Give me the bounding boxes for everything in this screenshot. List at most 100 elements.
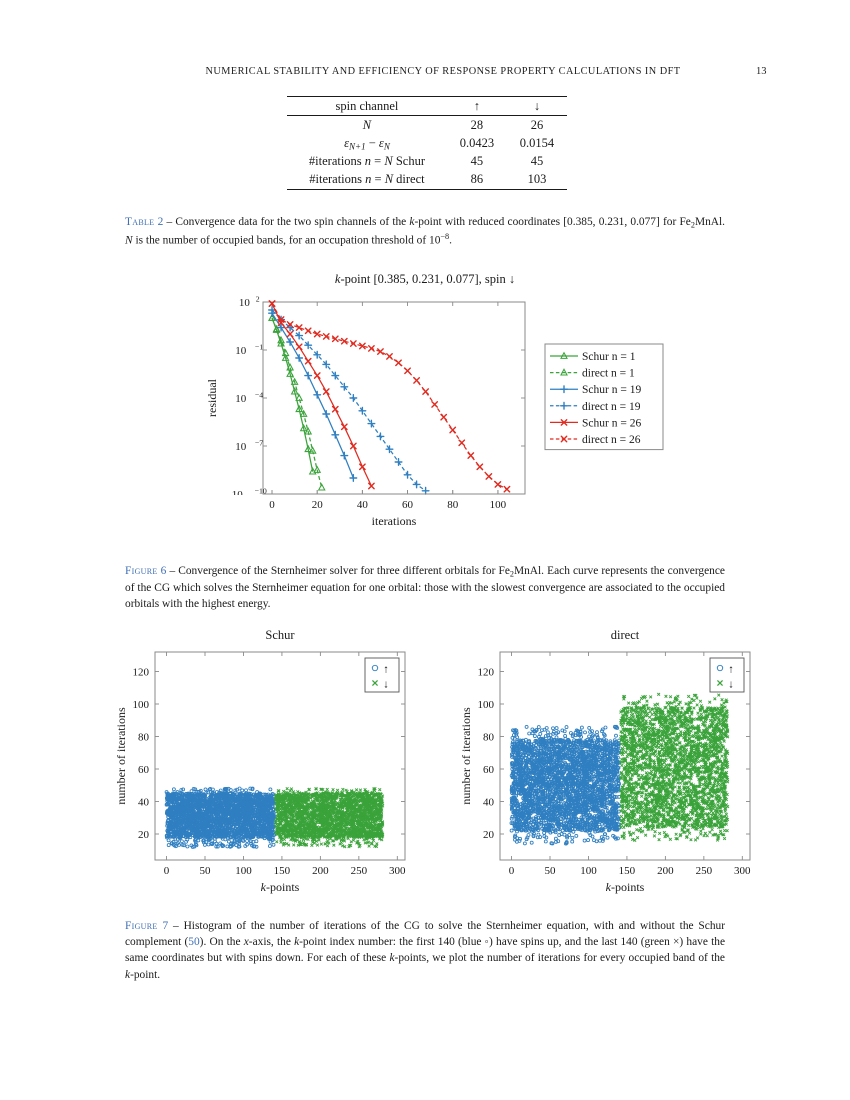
- data-point: [245, 842, 249, 847]
- data-point: [357, 841, 361, 846]
- marker-triangle: [286, 369, 295, 377]
- figure-7: Schur 0 50 100 150 200 250 300 20 40 60 80 100 120 k-p…: [100, 620, 760, 905]
- data-point: [208, 833, 213, 838]
- caption-number-value: 6: [160, 565, 167, 577]
- caption-text-5: .: [449, 234, 452, 247]
- marker-triangle: [299, 423, 308, 432]
- data-point: [379, 802, 383, 806]
- caption-superscript: −8: [440, 231, 450, 241]
- data-point: [262, 804, 267, 809]
- data-point: [237, 841, 242, 846]
- data-point: [263, 830, 268, 835]
- data-point: [208, 804, 213, 809]
- data-point: [172, 804, 177, 809]
- data-point: [361, 816, 365, 821]
- data-point: [251, 829, 256, 833]
- marker-triangle: [560, 368, 568, 376]
- data-point: [185, 844, 190, 849]
- running-head: NUMERICAL STABILITY AND EFFICIENCY OF RE…: [125, 66, 766, 77]
- data-point: [247, 833, 252, 838]
- marker-cross: [340, 423, 348, 431]
- data-point: [204, 801, 209, 806]
- data-point: [196, 835, 201, 840]
- row-direct-down: 103: [506, 170, 567, 190]
- legend-label: direct n = 1: [582, 368, 635, 380]
- data-point: [206, 809, 211, 814]
- data-point: [335, 790, 339, 795]
- data-point: [300, 809, 304, 814]
- marker-triangle: [308, 446, 317, 454]
- data-point: [227, 794, 232, 798]
- legend-label: direct n = 26: [582, 434, 641, 446]
- data-point: [199, 804, 204, 809]
- data-point: [282, 837, 287, 842]
- data-point: [343, 826, 348, 830]
- data-point: [255, 809, 260, 814]
- marker-plus: [358, 406, 367, 415]
- marker-plus: [268, 306, 277, 314]
- data-point: [257, 801, 262, 806]
- data-point: [204, 819, 209, 824]
- data-point: [226, 798, 231, 803]
- data-point: [245, 839, 250, 843]
- data-point: [367, 805, 371, 809]
- table-2: spin channel ↑ ↓ N 28 26 εN+1 − εN 0.042…: [287, 96, 567, 190]
- data-point: [350, 789, 354, 794]
- data-point: [358, 788, 363, 792]
- table-row: εN+1 − εN 0.0423 0.0154: [287, 134, 567, 153]
- caption-text-4: is the number of occupied bands, for an …: [132, 234, 441, 247]
- data-point: [310, 840, 315, 844]
- row-label-energy-gap: εN+1 − εN: [344, 135, 390, 152]
- data-point: [379, 827, 383, 831]
- data-point: [217, 824, 222, 829]
- row-label-N: N: [362, 117, 372, 132]
- data-point: [332, 843, 336, 847]
- data-point: [189, 808, 194, 813]
- data-point: [244, 828, 249, 833]
- data-point: [224, 829, 229, 834]
- data-point: [166, 838, 171, 843]
- data-point: [191, 797, 196, 802]
- fig6-ylabel: residual: [205, 378, 219, 417]
- row-label-iterations-schur: #iterations n = N Schur: [308, 154, 425, 169]
- row-label-iterations-direct: #iterations n = N direct: [287, 170, 447, 190]
- data-point: [261, 824, 266, 829]
- data-point: [314, 787, 318, 791]
- marker-cross: [458, 439, 466, 447]
- marker-plus: [295, 354, 304, 362]
- data-point: [269, 817, 274, 822]
- data-point: [181, 802, 186, 807]
- data-point: [222, 787, 227, 792]
- marker-cross: [386, 352, 393, 360]
- data-point: [294, 821, 298, 825]
- data-point: [370, 841, 374, 845]
- data-point: [349, 802, 353, 807]
- data-point: [256, 797, 261, 802]
- data-point: [229, 823, 234, 828]
- data-point: [319, 842, 324, 846]
- data-point: [281, 843, 286, 847]
- data-point: [193, 829, 198, 834]
- marker-triangle: [317, 483, 326, 491]
- data-point: [339, 797, 343, 801]
- data-point: [222, 800, 227, 805]
- data-point: [214, 790, 219, 794]
- data-point: [170, 812, 174, 817]
- fig6-series-5: [268, 300, 511, 493]
- data-point: [198, 791, 203, 796]
- data-point: [331, 810, 335, 815]
- data-point: [243, 833, 248, 837]
- figure-6: k-point [0.385, 0.231, 0.077], spin ↓ 02…: [125, 272, 725, 552]
- data-point: [347, 843, 352, 848]
- data-point: [347, 827, 351, 832]
- data-point: [275, 840, 279, 844]
- data-point: [363, 818, 367, 823]
- data-point: [298, 821, 302, 825]
- data-point: [373, 792, 378, 797]
- data-point: [190, 803, 195, 808]
- marker-cross: [268, 300, 276, 308]
- data-point: [218, 812, 223, 817]
- data-point: [217, 833, 222, 838]
- data-point: [178, 823, 183, 828]
- data-point: [214, 829, 219, 834]
